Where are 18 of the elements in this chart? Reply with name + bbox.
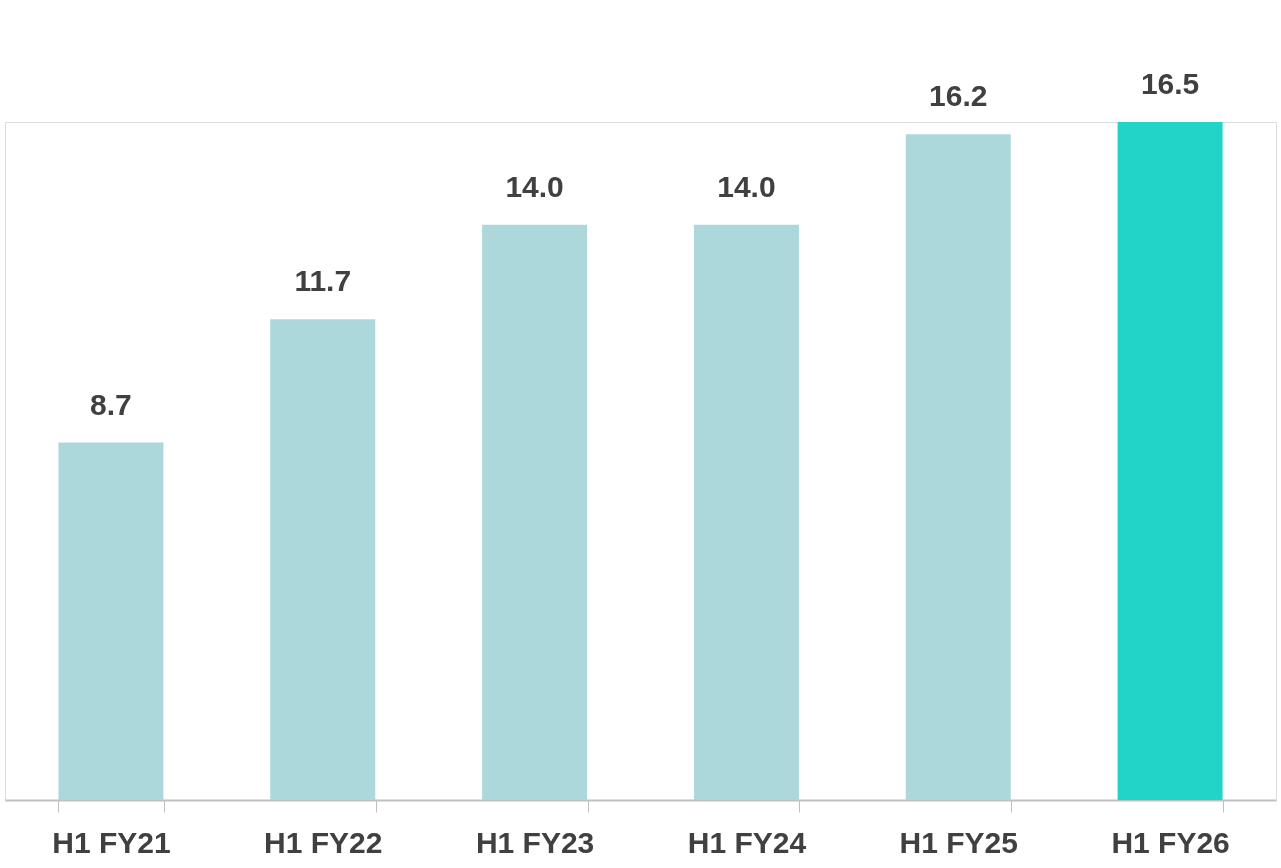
bar (693, 224, 799, 800)
data-label: 8.7 (90, 387, 132, 421)
x-tick-label: H1 FY22 (264, 825, 383, 859)
data-label: 16.2 (929, 79, 988, 113)
data-label: 14.0 (505, 169, 564, 203)
x-tick-label: H1 FY26 (1111, 825, 1230, 859)
x-tick-label: H1 FY25 (899, 825, 1018, 859)
x-tick-label: H1 FY24 (687, 825, 807, 859)
data-label: 16.5 (1140, 67, 1200, 100)
data-label: 14.0 (717, 169, 776, 203)
bar (482, 224, 588, 800)
x-tick-label: H1 FY21 (52, 825, 171, 859)
x-tick-label: H1 FY23 (475, 825, 595, 859)
bar (1117, 122, 1223, 800)
bar (58, 442, 164, 800)
bar (270, 319, 376, 800)
data-label: 11.7 (294, 264, 352, 298)
bar (905, 134, 1011, 800)
